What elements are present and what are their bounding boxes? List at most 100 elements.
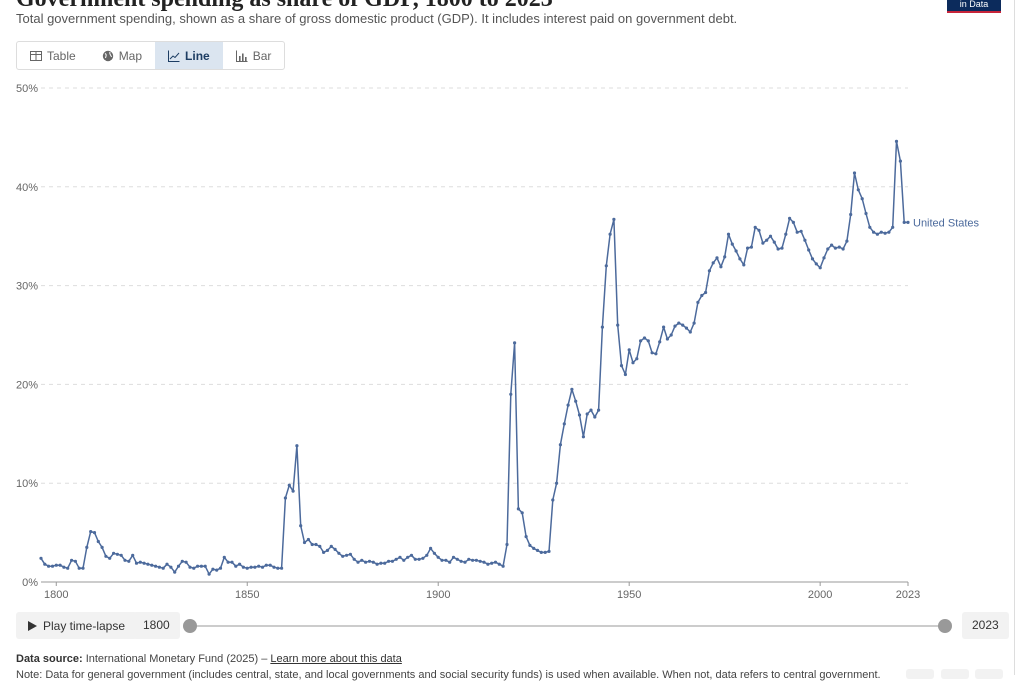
data-point	[222, 555, 226, 559]
data-point	[131, 553, 135, 557]
data-point	[807, 248, 811, 252]
data-point	[318, 544, 322, 548]
data-point	[157, 565, 161, 569]
play-icon	[28, 620, 37, 631]
data-point	[738, 257, 742, 261]
data-point	[814, 262, 818, 266]
data-point	[799, 229, 803, 233]
tab-line[interactable]: Line	[155, 42, 223, 69]
data-point	[409, 553, 414, 557]
data-point	[784, 232, 788, 236]
data-point	[654, 352, 658, 356]
data-point	[845, 239, 849, 243]
data-point	[593, 415, 597, 419]
x-tick-label: 1800	[44, 589, 68, 601]
data-point	[379, 561, 383, 565]
data-point	[345, 553, 349, 557]
bar-chart-icon	[235, 50, 248, 62]
data-point	[742, 263, 746, 267]
data-point	[280, 566, 284, 570]
data-point	[283, 496, 287, 500]
data-point	[249, 565, 253, 569]
data-point	[723, 255, 727, 259]
data-point	[356, 560, 360, 564]
data-point	[192, 566, 196, 570]
data-point	[371, 560, 375, 564]
data-point	[623, 372, 628, 377]
data-point	[154, 564, 158, 568]
data-point	[715, 256, 719, 260]
data-point	[322, 550, 326, 554]
data-point	[482, 560, 486, 564]
data-point	[589, 408, 593, 412]
data-point	[260, 565, 265, 569]
data-point	[302, 540, 307, 545]
play-timelapse-button[interactable]: Play time-lapse	[16, 612, 138, 639]
data-point	[883, 231, 887, 235]
data-point	[650, 351, 654, 355]
data-point	[471, 558, 475, 562]
data-point	[387, 559, 391, 563]
data-point	[123, 558, 127, 562]
download-button[interactable]	[906, 669, 934, 679]
data-point	[429, 546, 433, 550]
owid-logo[interactable]: in Data	[947, 0, 1001, 13]
data-point	[287, 483, 291, 487]
start-year-box[interactable]: 1800	[133, 612, 180, 639]
start-year-handle[interactable]	[183, 619, 197, 633]
data-point	[100, 545, 104, 549]
learn-more-link[interactable]: Learn more about this data	[270, 653, 402, 665]
data-point	[165, 562, 169, 566]
data-point	[490, 561, 494, 565]
globe-icon	[102, 50, 113, 61]
tab-table[interactable]: Table	[17, 42, 89, 69]
data-point	[463, 560, 467, 564]
series-label-united-states: United States	[913, 217, 980, 229]
data-point	[730, 242, 734, 246]
data-point	[398, 555, 402, 559]
data-point	[574, 399, 578, 403]
data-point	[872, 230, 876, 234]
end-year-box[interactable]: 2023	[962, 612, 1009, 639]
data-point	[822, 256, 826, 260]
data-point	[115, 552, 119, 556]
data-point	[894, 139, 899, 143]
data-point	[597, 408, 601, 412]
data-point	[112, 551, 116, 555]
data-point	[218, 566, 223, 570]
data-point	[230, 560, 234, 564]
data-point	[253, 565, 257, 569]
y-tick-label: 30%	[16, 281, 38, 293]
data-point	[837, 245, 841, 249]
data-point	[830, 243, 834, 247]
timeline-track[interactable]	[190, 625, 945, 627]
data-point	[96, 539, 100, 544]
data-point	[501, 564, 505, 568]
data-point	[669, 333, 673, 337]
data-point	[753, 225, 757, 229]
data-point	[276, 566, 280, 570]
data-point	[570, 387, 574, 391]
share-button[interactable]	[941, 669, 969, 679]
data-point	[776, 247, 780, 251]
data-point	[337, 551, 341, 555]
data-point	[73, 559, 77, 563]
y-tick-label: 10%	[16, 478, 38, 490]
fullscreen-button[interactable]	[975, 669, 1003, 679]
data-point	[134, 561, 139, 565]
end-year-handle[interactable]	[938, 619, 952, 633]
data-point	[700, 293, 704, 298]
data-point	[639, 339, 643, 343]
data-point	[532, 546, 536, 550]
data-point	[169, 565, 173, 569]
tab-map[interactable]: Map	[89, 42, 155, 69]
data-point	[150, 563, 154, 567]
data-point	[176, 564, 181, 568]
data-point	[92, 531, 97, 535]
data-point	[234, 564, 238, 568]
data-point	[524, 535, 528, 539]
tab-bar[interactable]: Bar	[223, 42, 285, 69]
data-point	[520, 511, 524, 515]
data-point	[432, 551, 436, 555]
